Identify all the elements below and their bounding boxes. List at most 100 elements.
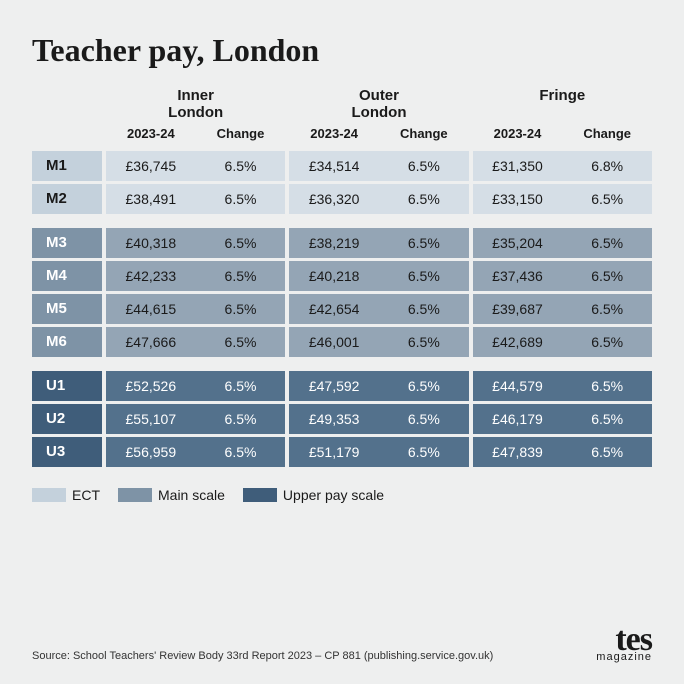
cell-value: £40,318: [106, 228, 196, 258]
table-row: M5£44,6156.5%£42,6546.5%£39,6876.5%: [32, 294, 652, 324]
legend-item: Upper pay scale: [243, 487, 384, 503]
row-label: M4: [32, 261, 102, 291]
cell-group: £44,5796.5%: [473, 371, 652, 401]
cell-change: 6.5%: [379, 261, 469, 291]
cell-change: 6.5%: [562, 437, 652, 467]
table-row: M6£47,6666.5%£46,0016.5%£42,6896.5%: [32, 327, 652, 357]
table-row: U3£56,9596.5%£51,1796.5%£47,8396.5%: [32, 437, 652, 467]
cell-value: £36,320: [289, 184, 379, 214]
page-title: Teacher pay, London: [32, 32, 652, 69]
cell-value: £51,179: [289, 437, 379, 467]
cell-group: £40,3186.5%: [106, 228, 285, 258]
cell-value: £55,107: [106, 404, 196, 434]
cell-group: £33,1506.5%: [473, 184, 652, 214]
cell-change: 6.5%: [196, 184, 286, 214]
row-label: M6: [32, 327, 102, 357]
legend: ECT Main scale Upper pay scale: [32, 487, 652, 503]
cell-change: 6.5%: [562, 327, 652, 357]
cell-group: £31,3506.8%: [473, 151, 652, 181]
cell-group: £42,6546.5%: [289, 294, 468, 324]
cell-change: 6.5%: [379, 294, 469, 324]
cell-group: £38,4916.5%: [106, 184, 285, 214]
cell-group: £47,5926.5%: [289, 371, 468, 401]
col-group-inner: InnerLondon: [106, 87, 285, 124]
cell-value: £52,526: [106, 371, 196, 401]
legend-swatch: [32, 488, 66, 502]
cell-value: £46,179: [473, 404, 563, 434]
cell-value: £47,592: [289, 371, 379, 401]
cell-value: £49,353: [289, 404, 379, 434]
cell-change: 6.5%: [379, 228, 469, 258]
cell-group: £37,4366.5%: [473, 261, 652, 291]
cell-group: £35,2046.5%: [473, 228, 652, 258]
cell-change: 6.5%: [562, 294, 652, 324]
cell-group: £39,6876.5%: [473, 294, 652, 324]
cell-value: £33,150: [473, 184, 563, 214]
cell-change: 6.5%: [196, 151, 286, 181]
column-group-headers: InnerLondon OuterLondon Fringe: [32, 87, 652, 124]
table-row: M1£36,7456.5%£34,5146.5%£31,3506.8%: [32, 151, 652, 181]
cell-change: 6.5%: [562, 261, 652, 291]
cell-value: £39,687: [473, 294, 563, 324]
cell-value: £47,839: [473, 437, 563, 467]
brand-sub: magazine: [596, 653, 652, 662]
cell-group: £51,1796.5%: [289, 437, 468, 467]
cell-change: 6.5%: [196, 228, 286, 258]
cell-value: £44,615: [106, 294, 196, 324]
row-label: M1: [32, 151, 102, 181]
row-label: M3: [32, 228, 102, 258]
table-row: U2£55,1076.5%£49,3536.5%£46,1796.5%: [32, 404, 652, 434]
cell-change: 6.5%: [196, 327, 286, 357]
legend-item: Main scale: [118, 487, 225, 503]
section-upper: U1£52,5266.5%£47,5926.5%£44,5796.5%U2£55…: [32, 371, 652, 467]
brand-logo: tes magazine: [596, 626, 652, 662]
cell-change: 6.5%: [196, 371, 286, 401]
cell-value: £47,666: [106, 327, 196, 357]
cell-value: £42,233: [106, 261, 196, 291]
cell-value: £36,745: [106, 151, 196, 181]
legend-swatch: [243, 488, 277, 502]
cell-group: £42,6896.5%: [473, 327, 652, 357]
cell-group: £47,8396.5%: [473, 437, 652, 467]
cell-value: £46,001: [289, 327, 379, 357]
cell-change: 6.5%: [379, 437, 469, 467]
cell-group: £46,1796.5%: [473, 404, 652, 434]
pay-table: InnerLondon OuterLondon Fringe 2023-24Ch…: [32, 87, 652, 467]
cell-change: 6.5%: [196, 404, 286, 434]
cell-change: 6.5%: [379, 404, 469, 434]
col-group-outer: OuterLondon: [289, 87, 468, 124]
row-label: U1: [32, 371, 102, 401]
cell-change: 6.5%: [196, 294, 286, 324]
cell-group: £42,2336.5%: [106, 261, 285, 291]
col-group-fringe: Fringe: [473, 87, 652, 124]
subhead-change: Change: [379, 124, 469, 147]
cell-change: 6.5%: [562, 228, 652, 258]
cell-change: 6.5%: [562, 371, 652, 401]
cell-value: £40,218: [289, 261, 379, 291]
cell-value: £37,436: [473, 261, 563, 291]
cell-change: 6.5%: [562, 404, 652, 434]
section-ect: M1£36,7456.5%£34,5146.5%£31,3506.8%M2£38…: [32, 151, 652, 214]
cell-value: £56,959: [106, 437, 196, 467]
cell-change: 6.5%: [196, 261, 286, 291]
subhead-change: Change: [196, 124, 286, 147]
cell-value: £38,491: [106, 184, 196, 214]
subhead-change: Change: [562, 124, 652, 147]
cell-change: 6.5%: [379, 371, 469, 401]
cell-change: 6.5%: [562, 184, 652, 214]
cell-value: £31,350: [473, 151, 563, 181]
legend-label: ECT: [72, 487, 100, 503]
cell-group: £36,3206.5%: [289, 184, 468, 214]
table-row: M2£38,4916.5%£36,3206.5%£33,1506.5%: [32, 184, 652, 214]
cell-change: 6.5%: [379, 151, 469, 181]
section-main: M3£40,3186.5%£38,2196.5%£35,2046.5%M4£42…: [32, 228, 652, 357]
cell-value: £35,204: [473, 228, 563, 258]
legend-label: Upper pay scale: [283, 487, 384, 503]
cell-change: 6.5%: [379, 184, 469, 214]
cell-group: £38,2196.5%: [289, 228, 468, 258]
legend-label: Main scale: [158, 487, 225, 503]
cell-value: £38,219: [289, 228, 379, 258]
subhead-year: 2023-24: [106, 124, 196, 147]
cell-group: £44,6156.5%: [106, 294, 285, 324]
subhead-year: 2023-24: [289, 124, 379, 147]
